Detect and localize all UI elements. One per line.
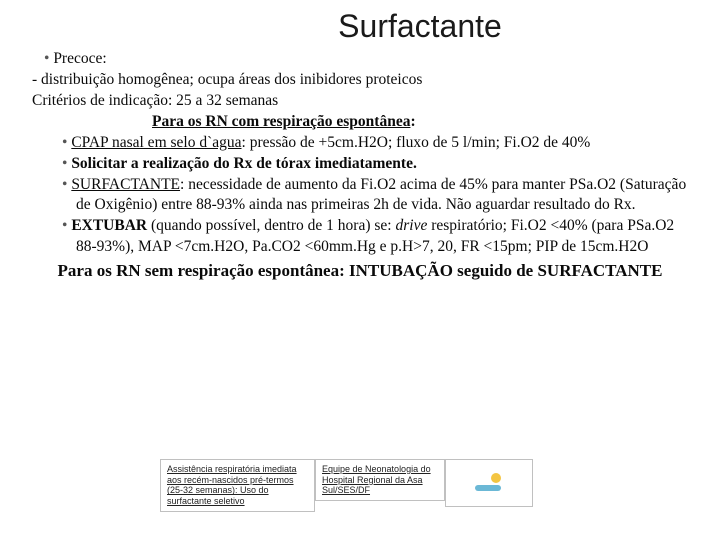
- bullet-precoce: Precoce:: [44, 49, 688, 70]
- bullet-surfactante: SURFACTANTE: necessidade de aumento da F…: [62, 175, 688, 217]
- footer-ref-mid: Equipe de Neonatologia do Hospital Regio…: [315, 459, 445, 501]
- bullet-cpap: CPAP nasal em selo d`agua: pressão de +5…: [62, 133, 688, 154]
- ext-drive: drive: [395, 217, 427, 234]
- line-criterios: Critérios de indicação: 25 a 32 semanas: [32, 91, 688, 112]
- bullet-extubar: EXTUBAR (quando possível, dentro de 1 ho…: [62, 216, 688, 258]
- beach-icon: [475, 473, 503, 493]
- bullet-rx: Solicitar a realização do Rx de tórax im…: [62, 154, 688, 175]
- wave-icon: [475, 485, 501, 491]
- footer-row: Assistência respiratória imediata aos re…: [0, 459, 720, 512]
- footer-icon-cell: [445, 459, 533, 507]
- cpap-text: : pressão de +5cm.H2O; fluxo de 5 l/min;…: [242, 134, 591, 151]
- heading-com-text: Para os RN com respiração espontânea: [152, 113, 410, 130]
- sun-icon: [491, 473, 501, 483]
- surf-label: SURFACTANTE: [71, 176, 180, 193]
- ext-mid: (quando possível, dentro de 1 hora) se:: [147, 217, 395, 234]
- ext-label: EXTUBAR: [71, 217, 147, 234]
- heading-com-respiracao: Para os RN com respiração espontânea:: [152, 112, 688, 133]
- line-distribuicao: - distribuição homogênea; ocupa áreas do…: [32, 70, 688, 91]
- rx-text: Solicitar a realização do Rx de tórax im…: [71, 155, 417, 172]
- slide-title: Surfactante: [152, 8, 688, 45]
- footer-ref-left: Assistência respiratória imediata aos re…: [160, 459, 315, 512]
- cpap-label: CPAP nasal em selo d`agua: [71, 134, 241, 151]
- heading-sem-respiracao: Para os RN sem respiração espontânea: IN…: [52, 260, 668, 283]
- slide-content: Precoce: - distribuição homogênea; ocupa…: [32, 49, 688, 283]
